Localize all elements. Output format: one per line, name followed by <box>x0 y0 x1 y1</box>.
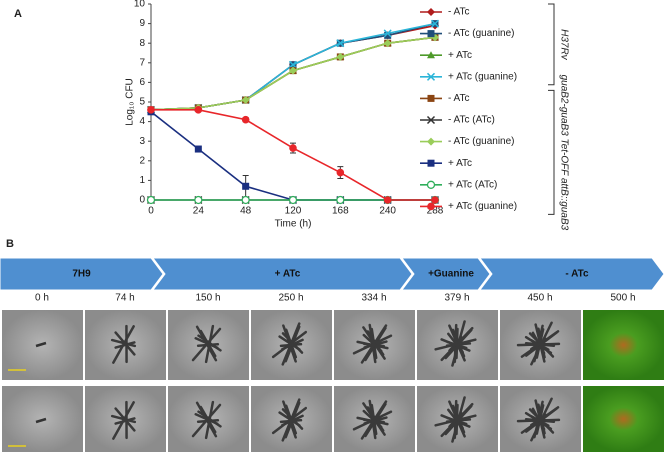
legend-label: - ATc <box>448 93 469 104</box>
micrograph <box>583 310 664 380</box>
legend-marker <box>428 160 435 167</box>
phase-label: +Guanine <box>428 269 474 280</box>
time-label: 450 h <box>527 293 552 304</box>
y-tick-label: 9 <box>139 18 145 29</box>
phase-label: 7H9 <box>72 269 91 280</box>
data-point <box>289 144 297 152</box>
x-tick-label: 24 <box>193 206 205 217</box>
series-line <box>151 112 435 200</box>
legend-label: - ATc (guanine) <box>448 28 515 39</box>
data-point <box>242 197 249 204</box>
y-tick-label: 5 <box>139 97 145 108</box>
y-tick-label: 10 <box>134 0 146 10</box>
phase-label: - ATc <box>565 269 589 280</box>
data-point <box>242 183 249 190</box>
micrograph <box>583 386 664 452</box>
data-point <box>195 106 203 114</box>
x-tick-label: 240 <box>379 206 396 217</box>
legend-marker <box>427 138 435 146</box>
x-tick-label: 0 <box>148 206 154 217</box>
x-axis-label: Time (h) <box>275 219 312 230</box>
x-tick-label: 120 <box>285 206 302 217</box>
legend-marker <box>427 203 435 211</box>
legend-label: - ATc (ATc) <box>448 115 495 126</box>
data-point <box>148 197 155 204</box>
time-label: 334 h <box>361 293 386 304</box>
data-point <box>290 197 297 204</box>
time-label: 74 h <box>115 293 134 304</box>
y-tick-label: 0 <box>139 195 145 206</box>
y-tick-label: 2 <box>139 155 145 166</box>
group-label: guaB2-guaB3 Tet-OFF attB::guaB3 <box>558 75 569 231</box>
bracket <box>548 90 554 214</box>
data-point <box>384 196 392 204</box>
x-tick-label: 168 <box>332 206 349 217</box>
y-tick-label: 3 <box>139 136 145 147</box>
data-point <box>195 146 202 153</box>
y-tick-label: 8 <box>139 38 145 49</box>
time-label: 0 h <box>35 293 49 304</box>
phase-label: + ATc <box>275 269 301 280</box>
legend-marker <box>428 181 435 188</box>
legend-label: + ATc (ATc) <box>448 179 497 190</box>
time-label: 250 h <box>278 293 303 304</box>
time-label: 150 h <box>195 293 220 304</box>
data-point <box>195 197 202 204</box>
x-tick-label: 48 <box>240 206 252 217</box>
legend-marker <box>427 8 435 16</box>
legend-label: + ATc (guanine) <box>448 201 517 212</box>
y-tick-label: 4 <box>139 116 145 127</box>
y-axis-label: Log₁₀ CFU <box>125 78 136 126</box>
series-line <box>151 110 435 200</box>
group-label: H37Rv <box>558 29 569 61</box>
data-point <box>147 106 155 114</box>
panel-label: A <box>14 8 22 20</box>
legend-label: - ATc (guanine) <box>448 136 515 147</box>
legend-label: + ATc <box>448 50 472 61</box>
data-point <box>337 197 344 204</box>
data-point <box>337 169 345 177</box>
y-tick-label: 1 <box>139 175 145 186</box>
data-point <box>242 116 250 124</box>
legend-label: + ATc (guanine) <box>448 71 517 82</box>
y-tick-label: 6 <box>139 77 145 88</box>
legend-marker <box>428 30 435 37</box>
time-label: 500 h <box>610 293 635 304</box>
bracket <box>548 4 554 85</box>
data-point <box>431 196 439 204</box>
legend-label: + ATc <box>448 158 472 169</box>
legend-label: - ATc <box>448 7 469 18</box>
panel-label: B <box>6 238 14 250</box>
time-label: 379 h <box>444 293 469 304</box>
legend-marker <box>428 95 435 102</box>
y-tick-label: 7 <box>139 57 145 68</box>
